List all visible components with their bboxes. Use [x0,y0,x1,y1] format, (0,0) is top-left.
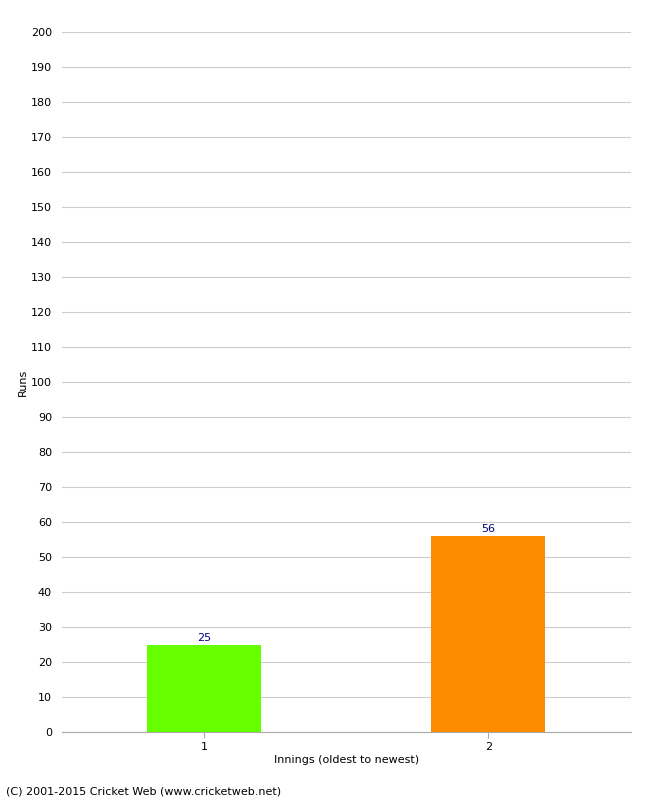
Bar [147,645,261,732]
X-axis label: Innings (oldest to newest): Innings (oldest to newest) [274,755,419,765]
Text: 56: 56 [481,524,495,534]
Y-axis label: Runs: Runs [18,368,28,396]
Bar [432,536,545,732]
Text: 25: 25 [197,633,211,642]
Text: (C) 2001-2015 Cricket Web (www.cricketweb.net): (C) 2001-2015 Cricket Web (www.cricketwe… [6,786,281,796]
